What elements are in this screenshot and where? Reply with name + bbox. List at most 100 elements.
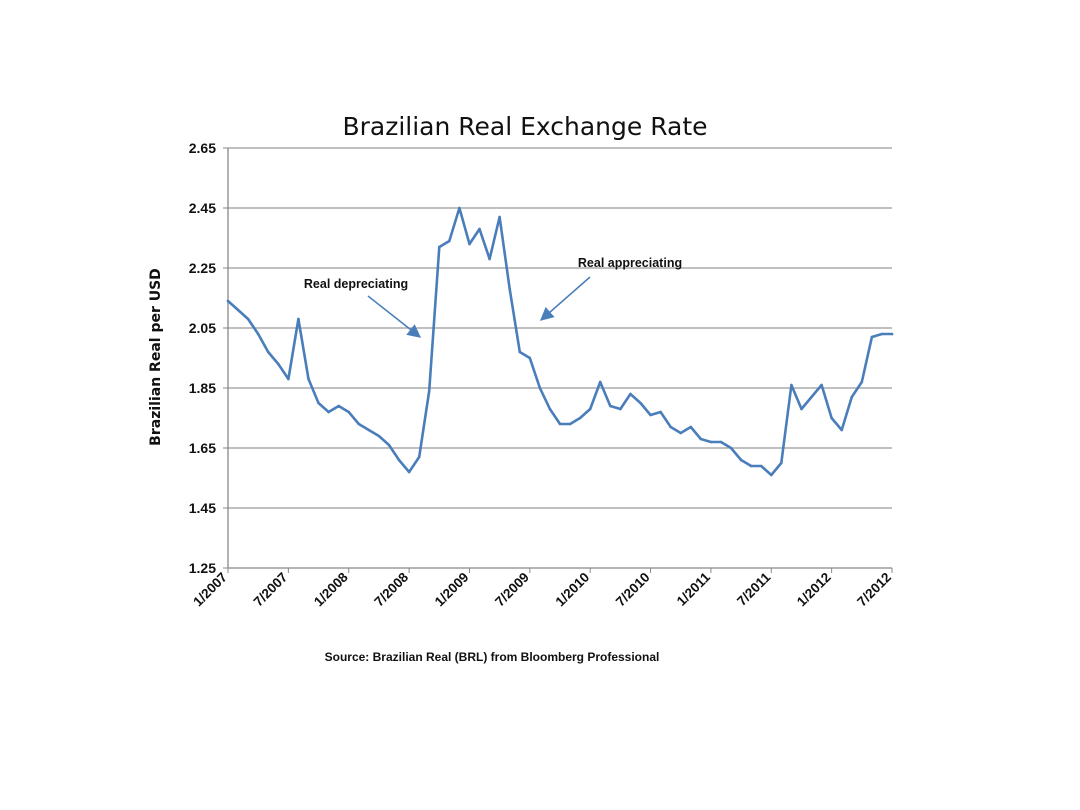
data-point: [880, 332, 884, 336]
data-point: [860, 380, 864, 384]
x-tick-labels: 1/2007 7/2007 1/2008 7/2008 1/2009 7/2009 1/20…: [190, 568, 894, 609]
data-point: [256, 332, 260, 336]
data-point: [609, 404, 612, 408]
y-tick-label: 2.25: [189, 260, 216, 276]
data-point: [387, 443, 391, 447]
data-point: [367, 428, 371, 432]
data-point: [287, 377, 290, 381]
y-tick-labels: 1.25 1.45 1.65 1.85 2.05 2.25 2.45 2.65: [189, 140, 228, 576]
x-tick-label: 7/2008: [371, 569, 411, 609]
data-point: [478, 227, 481, 231]
data-point: [850, 395, 854, 399]
chart-title: Brazilian Real Exchange Rate: [342, 112, 707, 141]
x-tick-label: 7/2009: [492, 570, 532, 610]
x-tick-label: 1/2012: [794, 570, 834, 610]
data-point: [236, 308, 240, 312]
data-point: [689, 425, 693, 429]
annotation-arrow-depreciating: [367, 295, 422, 338]
data-point: [337, 404, 340, 408]
gridlines: [228, 147, 892, 509]
x-tick-label: 1/2011: [674, 569, 714, 609]
data-point: [417, 455, 421, 459]
data-point: [397, 458, 401, 462]
annotation-appreciating: Real appreciating: [578, 256, 682, 270]
y-tick-label: 1.45: [189, 500, 216, 516]
data-point: [558, 422, 562, 426]
data-point: [277, 362, 280, 366]
y-tick-label: 2.65: [189, 140, 216, 156]
data-point: [407, 470, 411, 474]
data-point: [357, 422, 361, 426]
annotation-arrow-appreciating: [539, 276, 591, 321]
data-point: [498, 215, 501, 219]
data-point: [307, 377, 310, 381]
data-point: [719, 440, 723, 444]
data-point: [588, 407, 592, 411]
data-point: [327, 410, 330, 414]
data-point: [669, 425, 672, 429]
x-tick-label: 7/2007: [251, 570, 291, 610]
data-point: [508, 287, 511, 291]
data-point: [769, 473, 773, 477]
data-point: [266, 350, 270, 354]
data-point: [870, 335, 874, 339]
y-tick-label: 2.05: [189, 320, 216, 336]
data-point: [468, 242, 471, 246]
x-tick-label: 7/2011: [734, 569, 774, 609]
x-tick-label: 7/2010: [613, 570, 653, 610]
data-point: [578, 416, 582, 420]
data-point: [226, 299, 230, 303]
data-point: [659, 410, 662, 414]
data-point: [699, 437, 703, 441]
data-point: [488, 257, 491, 261]
data-point: [437, 245, 441, 249]
annotation-depreciating: Real depreciating: [304, 277, 408, 291]
data-point: [840, 428, 843, 432]
data-point: [598, 380, 602, 384]
data-point: [729, 446, 733, 450]
series-group: [226, 206, 894, 477]
y-axis-label: Brazilian Real per USD: [148, 268, 164, 446]
data-point: [639, 401, 642, 405]
data-point: [458, 206, 461, 210]
data-point: [317, 401, 320, 405]
data-point: [780, 461, 783, 465]
data-point: [629, 392, 632, 396]
data-point: [810, 395, 813, 399]
data-point: [297, 317, 300, 321]
data-point: [709, 440, 713, 444]
data-point: [790, 383, 793, 387]
data-point: [739, 458, 743, 462]
data-point: [246, 317, 250, 321]
y-tick-label: 1.25: [189, 560, 216, 576]
data-point: [820, 383, 823, 387]
data-point: [528, 356, 532, 360]
data-point: [427, 389, 431, 393]
data-point: [538, 386, 542, 390]
y-tick-label: 1.85: [189, 380, 216, 396]
axes: [227, 148, 892, 569]
data-point: [800, 407, 803, 411]
x-tick-label: 7/2012: [854, 570, 894, 610]
data-point: [548, 407, 552, 411]
data-point: [759, 464, 763, 468]
data-point: [568, 422, 572, 426]
data-point: [448, 239, 451, 243]
series-line: [226, 206, 894, 477]
x-tick-label: 1/2010: [552, 570, 592, 610]
data-point: [347, 410, 351, 414]
x-tick-label: 1/2009: [432, 570, 472, 610]
source-note: Source: Brazilian Real (BRL) from Bloomb…: [325, 650, 660, 664]
data-point: [679, 431, 683, 435]
y-tick-label: 2.45: [189, 200, 216, 216]
data-point: [619, 407, 622, 411]
data-point: [377, 434, 381, 438]
data-point: [518, 350, 522, 354]
y-tick-label: 1.65: [189, 440, 216, 456]
x-tick-label: 1/2008: [311, 569, 351, 609]
data-point: [749, 464, 753, 468]
data-point: [649, 413, 652, 417]
data-point: [890, 332, 894, 336]
data-point: [830, 416, 833, 420]
